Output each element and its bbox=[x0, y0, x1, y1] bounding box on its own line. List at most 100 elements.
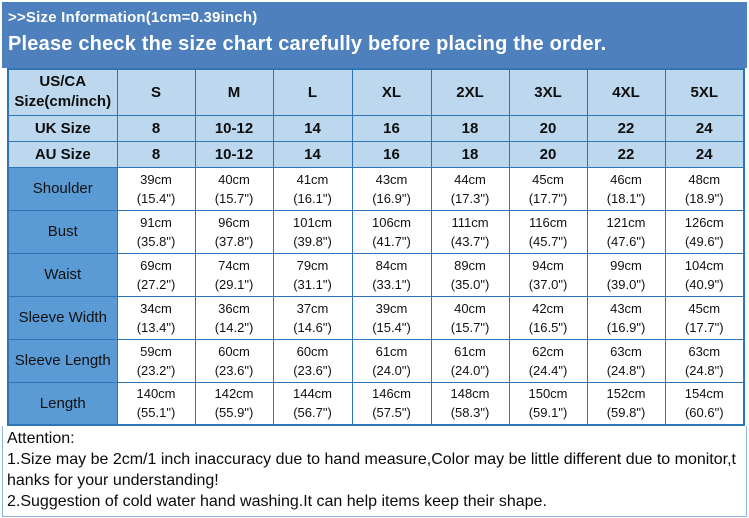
measurement-cm: 59cm bbox=[140, 343, 172, 359]
size-column-header: 4XL bbox=[586, 68, 666, 116]
measurement-inch: (27.2") bbox=[136, 276, 176, 292]
measurement-inch: (37.8") bbox=[214, 233, 254, 249]
measurement-inch: (57.5") bbox=[372, 405, 411, 421]
measurement-label: Sleeve Width bbox=[7, 295, 118, 340]
measurement-cm: 99cm bbox=[610, 257, 642, 273]
measurement-value: 45cm (17.7") bbox=[664, 295, 745, 340]
measurement-value: 146cm (57.5") bbox=[351, 381, 432, 426]
measurement-value: 60cm (23.6") bbox=[272, 338, 353, 383]
measurement-value: 152cm (59.8") bbox=[586, 381, 666, 426]
attention-line: 2.Suggestion of cold water hand washing.… bbox=[7, 493, 547, 510]
measurement-cm: 42cm bbox=[532, 300, 564, 316]
measurement-value: 154cm (60.6") bbox=[664, 381, 745, 426]
size-column-header: S bbox=[116, 68, 196, 116]
measurement-inch: (17.7") bbox=[528, 190, 568, 206]
measurement-cm: 43cm bbox=[375, 171, 408, 187]
measurement-value: 116cm (45.7") bbox=[508, 209, 588, 254]
measurement-value: 91cm (35.8") bbox=[116, 209, 196, 254]
measurement-value: 60cm (23.6") bbox=[194, 338, 274, 383]
measurement-inch: (55.9") bbox=[214, 405, 254, 421]
measurement-value: 43cm (16.9") bbox=[586, 295, 666, 340]
measurement-inch: (29.1") bbox=[214, 276, 254, 292]
uk-size-value: 18 bbox=[430, 114, 510, 142]
measurement-cm: 37cm bbox=[296, 300, 329, 316]
measurement-inch: (59.8") bbox=[606, 405, 646, 421]
measurement-cm: 74cm bbox=[218, 257, 250, 273]
measurement-value: 61cm (24.0") bbox=[430, 338, 510, 383]
measurement-inch: (40.9") bbox=[684, 276, 724, 292]
measurement-value: 42cm (16.5") bbox=[508, 295, 588, 340]
measurement-value: 59cm (23.2") bbox=[116, 338, 196, 383]
measurement-row: Waist 69cm (27.2") 74cm (29.1") 79cm (31.1") 84… bbox=[7, 252, 745, 297]
size-column-header: XL bbox=[351, 68, 432, 116]
measurement-inch: (24.0") bbox=[372, 362, 411, 378]
measurement-cm: 43cm bbox=[610, 300, 642, 316]
measurement-inch: (49.6") bbox=[684, 233, 724, 249]
attention-line: 1.Size may be 2cm/1 inch inaccuracy due … bbox=[7, 451, 736, 468]
uk-size-row: UK Size 8 10-12 14 16 18 20 22 24 bbox=[7, 114, 745, 142]
measurement-value: 61cm (24.0") bbox=[351, 338, 432, 383]
measurement-cm: 60cm bbox=[218, 343, 250, 359]
measurement-inch: (24.4") bbox=[528, 362, 568, 378]
measurement-value: 111cm (43.7") bbox=[430, 209, 510, 254]
measurement-inch: (23.6") bbox=[293, 362, 332, 378]
measurement-inch: (16.5") bbox=[528, 319, 568, 335]
measurement-inch: (14.6") bbox=[293, 319, 332, 335]
uk-size-value: 14 bbox=[272, 114, 353, 142]
measurement-value: 150cm (59.1") bbox=[508, 381, 588, 426]
measurement-cm: 111cm bbox=[451, 214, 489, 230]
measurement-inch: (59.1") bbox=[528, 405, 568, 421]
measurement-cm: 62cm bbox=[532, 343, 564, 359]
measurement-value: 48cm (18.9") bbox=[664, 166, 745, 211]
size-column-header: 2XL bbox=[430, 68, 510, 116]
size-header-row: US/CA Size(cm/inch) S M L XL 2XL 3XL 4XL 5XL bbox=[7, 68, 745, 116]
measurement-cm: 126cm bbox=[684, 214, 724, 230]
measurement-cm: 48cm bbox=[688, 171, 721, 187]
measurement-value: 94cm (37.0") bbox=[508, 252, 588, 297]
uk-size-value: 10-12 bbox=[194, 114, 274, 142]
size-column-header: 5XL bbox=[664, 68, 745, 116]
measurement-inch: (15.4") bbox=[136, 190, 176, 206]
measurement-cm: 61cm bbox=[454, 343, 486, 359]
au-size-value: 10-12 bbox=[194, 140, 274, 168]
measurement-inch: (31.1") bbox=[293, 276, 332, 292]
measurement-cm: 45cm bbox=[532, 171, 564, 187]
measurement-value: 126cm (49.6") bbox=[664, 209, 745, 254]
attention-line: hanks for your understanding! bbox=[7, 472, 219, 489]
measurement-inch: (24.8") bbox=[606, 362, 646, 378]
measurement-value: 39cm (15.4") bbox=[116, 166, 196, 211]
measurement-row: Shoulder 39cm (15.4") 40cm (15.7") 41cm (16.1"… bbox=[7, 166, 745, 211]
measurement-cm: 84cm bbox=[375, 257, 408, 273]
size-column-header: M bbox=[194, 68, 274, 116]
measurement-label: Length bbox=[7, 381, 118, 426]
measurement-cm: 69cm bbox=[140, 257, 172, 273]
measurement-value: 142cm (55.9") bbox=[194, 381, 274, 426]
measurement-row: Sleeve Length 59cm (23.2") 60cm (23.6") 60cm (… bbox=[7, 338, 745, 383]
uk-size-value: 20 bbox=[508, 114, 588, 142]
au-size-value: 22 bbox=[586, 140, 666, 168]
measurement-cm: 96cm bbox=[218, 214, 250, 230]
measurement-cm: 46cm bbox=[610, 171, 642, 187]
uk-size-value: 16 bbox=[351, 114, 432, 142]
au-size-row: AU Size 8 10-12 14 16 18 20 22 24 bbox=[7, 140, 745, 168]
corner-header-cell: US/CA Size(cm/inch) bbox=[7, 68, 118, 116]
attention-heading: Attention: bbox=[7, 430, 75, 447]
measurement-cm: 106cm bbox=[371, 214, 412, 230]
au-size-value: 18 bbox=[430, 140, 510, 168]
measurement-value: 45cm (17.7") bbox=[508, 166, 588, 211]
measurement-cm: 41cm bbox=[296, 171, 329, 187]
measurement-value: 84cm (33.1") bbox=[351, 252, 432, 297]
measurement-inch: (43.7") bbox=[450, 233, 490, 249]
measurement-inch: (16.9") bbox=[372, 190, 411, 206]
measurement-value: 144cm (56.7") bbox=[272, 381, 353, 426]
measurement-value: 74cm (29.1") bbox=[194, 252, 274, 297]
measurement-inch: (47.6") bbox=[606, 233, 646, 249]
measurement-cm: 34cm bbox=[140, 300, 172, 316]
measurement-row: Length 140cm (55.1") 142cm (55.9") 144cm (56.7… bbox=[7, 381, 745, 426]
measurement-value: 106cm (41.7") bbox=[351, 209, 432, 254]
uk-size-value: 8 bbox=[116, 114, 196, 142]
measurement-value: 44cm (17.3") bbox=[430, 166, 510, 211]
measurement-row: Bust 91cm (35.8") 96cm (37.8") 101cm (39.8") 10… bbox=[7, 209, 745, 254]
measurement-cm: 44cm bbox=[454, 171, 486, 187]
